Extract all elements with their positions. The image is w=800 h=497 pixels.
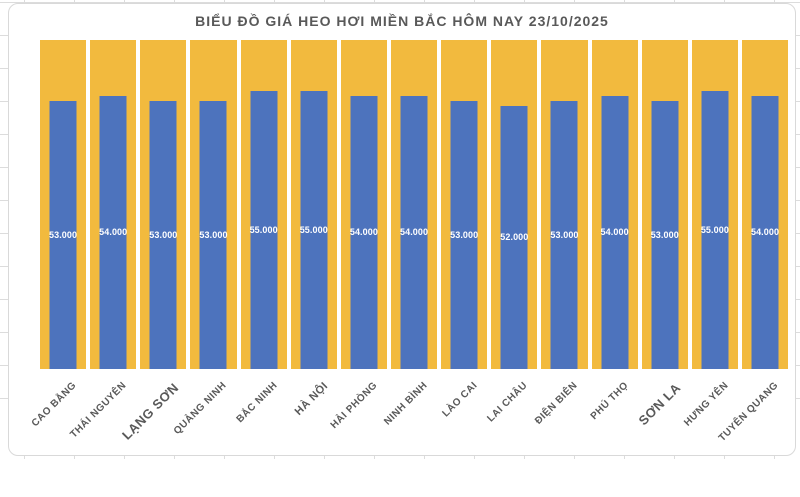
plot-area: 53.000 54.000 53.000 53.000 55.000 55.000 54.0… — [38, 40, 790, 369]
bar-group: 54.000 — [339, 40, 389, 369]
chart-title: BIỂU ĐỒ GIÁ HEO HƠI MIỀN BẮC HÔM NAY 23/… — [195, 13, 609, 29]
bar-value-label: 54.000 — [99, 227, 128, 238]
bar-group: 54.000 — [590, 40, 640, 369]
bar-group: 53.000 — [138, 40, 188, 369]
bar-group: 54.000 — [88, 40, 138, 369]
category-label: NINH BÌNH — [382, 380, 430, 428]
bar-group: 54.000 — [740, 40, 790, 369]
bar-group: 55.000 — [690, 40, 740, 369]
x-axis-labels: CAO BẰNG THÁI NGUYÊN LẠNG SƠN QUẢNG NINH BẮC… — [30, 370, 790, 456]
chart-container[interactable]: BIỂU ĐỒ GIÁ HEO HƠI MIỀN BẮC HÔM NAY 23/… — [8, 3, 796, 456]
bar-value-label: 55.000 — [249, 224, 278, 235]
value-bar[interactable]: 54.000 — [99, 95, 128, 369]
bar-value-label: 54.000 — [750, 227, 780, 238]
bar-value-label: 53.000 — [199, 229, 228, 240]
bar-group: 53.000 — [640, 40, 690, 369]
category-label: LAI CHÂU — [485, 380, 531, 425]
category-label: THÁI NGUYÊN — [68, 380, 129, 441]
bar-group: 55.000 — [289, 40, 339, 369]
value-bar[interactable]: 54.000 — [399, 95, 429, 369]
bar-value-label: 52.000 — [500, 232, 529, 243]
value-bar[interactable]: 52.000 — [500, 105, 529, 369]
category-label: LÀO CAI — [440, 380, 480, 420]
value-bar[interactable]: 53.000 — [550, 100, 579, 369]
bar-group: 54.000 — [389, 40, 439, 369]
value-bar[interactable]: 53.000 — [199, 100, 228, 369]
value-bar[interactable]: 54.000 — [349, 95, 378, 369]
bar-value-label: 54.000 — [349, 227, 378, 238]
bar-value-label: 54.000 — [600, 227, 629, 238]
value-bar[interactable]: 55.000 — [299, 90, 328, 369]
bar-group: 53.000 — [539, 40, 589, 369]
bar-value-label: 53.000 — [49, 229, 78, 240]
bar-value-label: 53.000 — [550, 229, 579, 240]
category-label: ĐIỆN BIÊN — [533, 380, 581, 427]
category-label: BẮC NINH — [234, 380, 280, 426]
bar-value-label: 53.000 — [149, 229, 178, 240]
bar-value-label: 55.000 — [299, 224, 328, 235]
bar-value-label: 53.000 — [650, 229, 679, 240]
category-label: TUYÊN QUANG — [716, 380, 781, 444]
category-label: HẢI PHÒNG — [328, 380, 380, 432]
category-label: PHÚ THỌ — [588, 380, 631, 423]
bar-group: 53.000 — [38, 40, 88, 369]
bar-group: 55.000 — [239, 40, 289, 369]
bar-value-label: 54.000 — [399, 227, 429, 238]
value-bar[interactable]: 54.000 — [600, 95, 629, 369]
bar-group: 53.000 — [439, 40, 489, 369]
value-bar[interactable]: 53.000 — [650, 100, 679, 369]
bar-group: 52.000 — [489, 40, 539, 369]
bar-group: 53.000 — [188, 40, 238, 369]
bar-value-label: 55.000 — [700, 224, 729, 235]
value-bar[interactable]: 53.000 — [450, 100, 479, 369]
value-bar[interactable]: 55.000 — [249, 90, 278, 369]
value-bar[interactable]: 53.000 — [49, 100, 78, 369]
value-bar[interactable]: 55.000 — [700, 90, 729, 369]
bar-value-label: 53.000 — [450, 229, 479, 240]
value-bar[interactable]: 54.000 — [750, 95, 780, 369]
value-bar[interactable]: 53.000 — [149, 100, 178, 369]
